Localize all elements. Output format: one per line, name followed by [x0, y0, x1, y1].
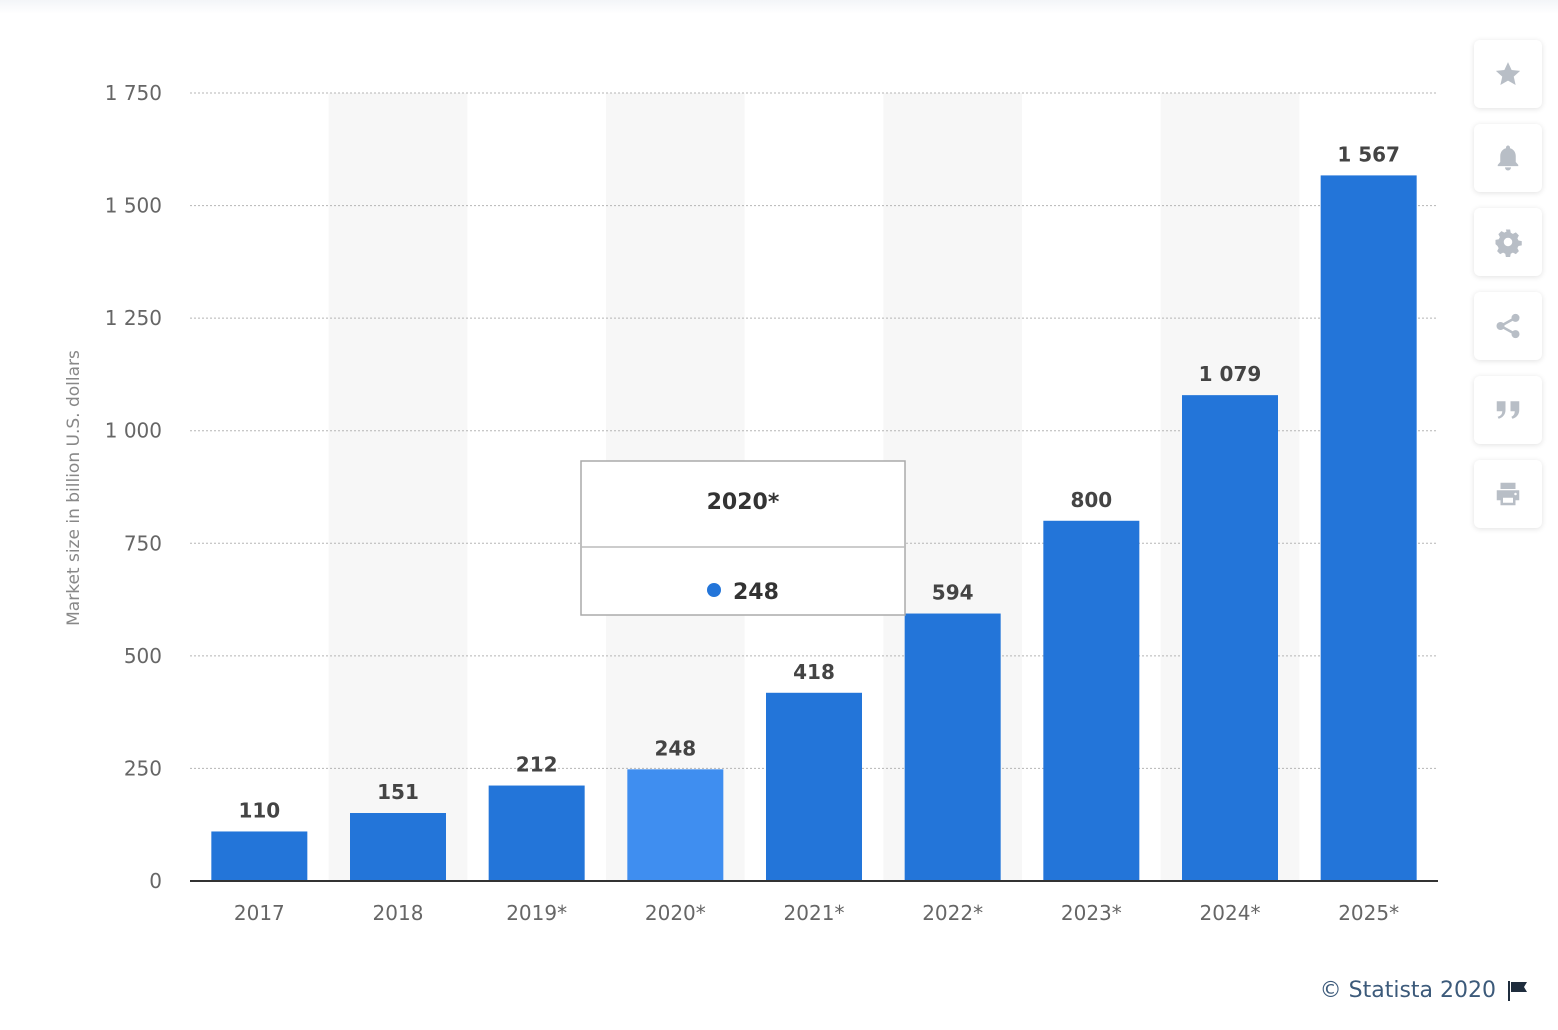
data-label: 1 567 [1337, 142, 1400, 166]
bar[interactable] [350, 813, 446, 881]
data-label: 594 [932, 581, 974, 605]
print-button[interactable] [1474, 460, 1542, 528]
y-tick-label: 750 [124, 531, 162, 555]
y-tick-label: 1 250 [105, 306, 162, 330]
tooltip-series-dot [707, 583, 721, 597]
bar[interactable] [1043, 520, 1140, 881]
data-label: 800 [1070, 488, 1112, 512]
bar[interactable] [904, 613, 1001, 881]
x-tick-label: 2025* [1338, 901, 1399, 925]
favorite-button[interactable] [1474, 40, 1542, 108]
bar[interactable] [1320, 175, 1417, 881]
star-icon [1495, 62, 1521, 85]
notifications-button[interactable] [1474, 124, 1542, 192]
x-tick-label: 2023* [1061, 901, 1122, 925]
credit-text: © Statista 2020 [1319, 978, 1496, 1003]
data-label: 110 [238, 798, 280, 822]
quote-icon [1496, 401, 1520, 419]
share-button[interactable] [1474, 292, 1542, 360]
y-tick-label: 500 [124, 644, 162, 668]
print-icon [1496, 482, 1520, 506]
share-icon [1496, 313, 1520, 339]
top-shadow-bar [0, 0, 1558, 14]
y-tick-label: 0 [149, 869, 162, 893]
bar[interactable] [211, 831, 308, 881]
bar[interactable] [766, 692, 862, 881]
settings-button[interactable] [1474, 208, 1542, 276]
bar[interactable] [627, 769, 724, 881]
copyright-credit[interactable]: © Statista 2020 [1320, 978, 1530, 1003]
y-tick-label: 1 750 [105, 81, 162, 105]
data-label: 248 [654, 736, 696, 760]
y-axis-title: Market size in billion U.S. dollars [64, 350, 84, 626]
x-tick-label: 2024* [1200, 901, 1261, 925]
x-tick-label: 2022* [922, 901, 983, 925]
column-band [328, 93, 468, 881]
chart-toolbar [1474, 40, 1542, 544]
x-tick-label: 2018 [373, 901, 424, 925]
y-axis-ticks: 0 250 500 750 1 000 1 250 1 500 1 750 [105, 81, 162, 893]
x-tick-label: 2020* [645, 901, 706, 925]
cite-button[interactable] [1474, 376, 1542, 444]
data-label: 212 [516, 753, 558, 777]
y-tick-label: 1 000 [105, 419, 162, 443]
tooltip: 2020* 248 [580, 460, 906, 616]
tooltip-value: 248 [733, 580, 779, 605]
bar[interactable] [1182, 395, 1278, 881]
y-tick-label: 250 [124, 756, 162, 780]
bar-chart: 0 250 500 750 1 000 1 250 1 500 1 750 Market si… [64, 81, 1438, 925]
x-tick-label: 2021* [784, 901, 845, 925]
data-label: 151 [377, 780, 419, 804]
tooltip-title: 2020* [707, 490, 780, 515]
data-label: 418 [793, 660, 835, 684]
flag-icon[interactable] [1506, 980, 1530, 1002]
tooltip-box [580, 460, 906, 616]
bars: 110 151 212 248 418 594 800 1 079 1 567 [211, 142, 1417, 881]
gear-icon [1495, 229, 1522, 257]
y-tick-label: 1 500 [105, 194, 162, 218]
x-tick-label: 2019* [506, 901, 567, 925]
x-tick-label: 2017 [234, 901, 285, 925]
x-axis-labels: 2017 2018 2019* 2020* 2021* 2022* 2023* 2024* 20… [234, 901, 1399, 925]
bar[interactable] [488, 785, 585, 881]
data-label: 1 079 [1199, 362, 1262, 386]
bell-icon [1497, 145, 1519, 171]
